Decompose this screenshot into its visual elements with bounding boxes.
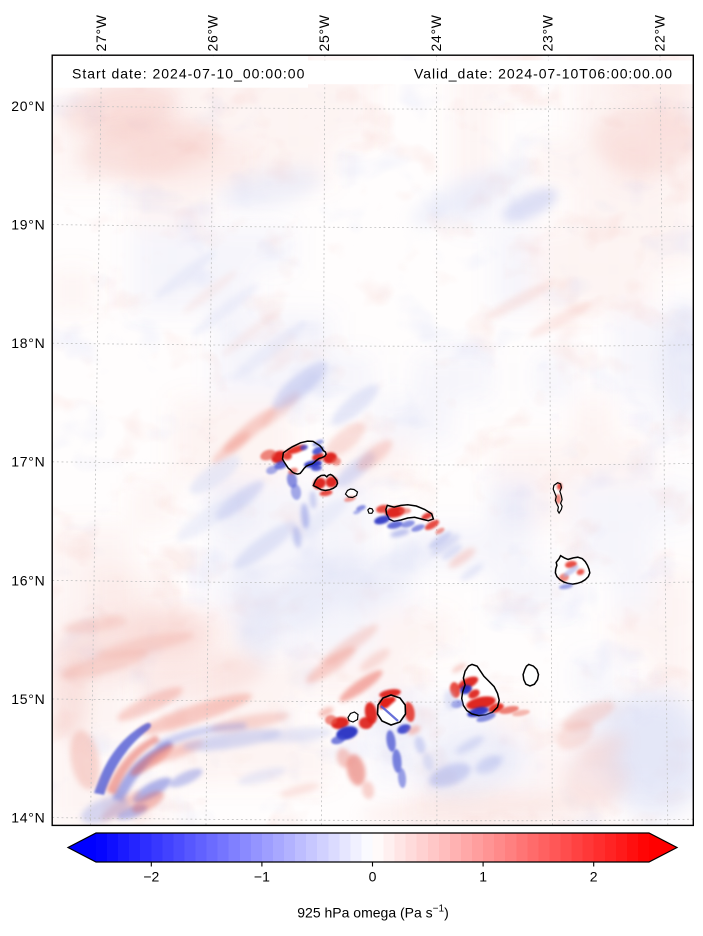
svg-text:Valid_date: 2024-07-10T06:00:0: Valid_date: 2024-07-10T06:00:00.00 bbox=[414, 66, 673, 82]
svg-text:23°W: 23°W bbox=[540, 14, 556, 51]
svg-text:19°N: 19°N bbox=[11, 217, 45, 233]
svg-text:24°W: 24°W bbox=[428, 14, 444, 51]
svg-text:26°W: 26°W bbox=[205, 14, 221, 51]
svg-text:−2: −2 bbox=[143, 869, 159, 885]
svg-text:25°W: 25°W bbox=[316, 14, 332, 51]
svg-text:16°N: 16°N bbox=[11, 572, 45, 588]
svg-text:Start date: 2024-07-10_00:00:0: Start date: 2024-07-10_00:00:00 bbox=[72, 66, 305, 82]
svg-text:20°N: 20°N bbox=[11, 98, 45, 114]
svg-text:2: 2 bbox=[590, 869, 598, 885]
svg-text:14°N: 14°N bbox=[11, 810, 45, 826]
svg-text:925 hPa omega (Pa s−1): 925 hPa omega (Pa s−1) bbox=[297, 904, 449, 921]
svg-text:15°N: 15°N bbox=[11, 691, 45, 707]
svg-text:22°W: 22°W bbox=[651, 14, 667, 51]
svg-text:18°N: 18°N bbox=[11, 335, 45, 351]
svg-text:1: 1 bbox=[479, 869, 487, 885]
svg-text:27°W: 27°W bbox=[93, 14, 109, 51]
svg-text:−1: −1 bbox=[254, 869, 270, 885]
svg-text:0: 0 bbox=[369, 869, 377, 885]
svg-text:17°N: 17°N bbox=[11, 454, 45, 470]
